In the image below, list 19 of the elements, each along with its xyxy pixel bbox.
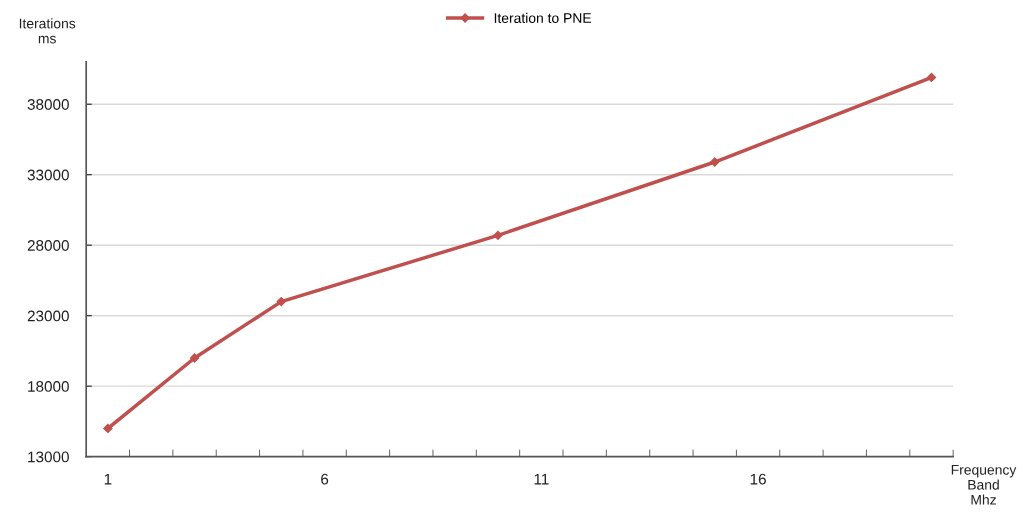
y-tick-label: 18000: [28, 381, 69, 392]
y-tick-label: 28000: [27, 240, 69, 251]
y-tick-label: 33000: [27, 169, 69, 181]
point: [103, 423, 113, 434]
point: [710, 157, 720, 167]
x-axis-title: Frequency Band Mhz: [951, 465, 1017, 505]
point: [189, 353, 200, 363]
x-tick-label: 6: [321, 473, 329, 485]
x-tick-label: 11: [534, 473, 549, 485]
x-tick-label: 1: [104, 473, 112, 485]
legend-label: Iteration to PNE: [494, 12, 592, 23]
x-tick-label: 16: [750, 473, 766, 485]
y-axis-title: Iterations ms: [19, 18, 76, 44]
point: [276, 296, 286, 307]
point: [926, 72, 937, 83]
y-tick-label: 23000: [27, 310, 69, 322]
y-tick-label: 38000: [27, 99, 69, 110]
y-tick-label: 13000: [28, 451, 69, 463]
point: [493, 230, 503, 240]
